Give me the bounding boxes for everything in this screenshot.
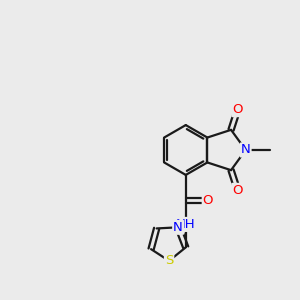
Text: O: O xyxy=(203,194,213,207)
Text: N: N xyxy=(241,143,250,157)
Text: O: O xyxy=(232,184,243,197)
Text: N: N xyxy=(173,221,183,234)
Text: O: O xyxy=(232,103,243,116)
Text: NH: NH xyxy=(176,218,196,231)
Text: S: S xyxy=(165,254,173,267)
